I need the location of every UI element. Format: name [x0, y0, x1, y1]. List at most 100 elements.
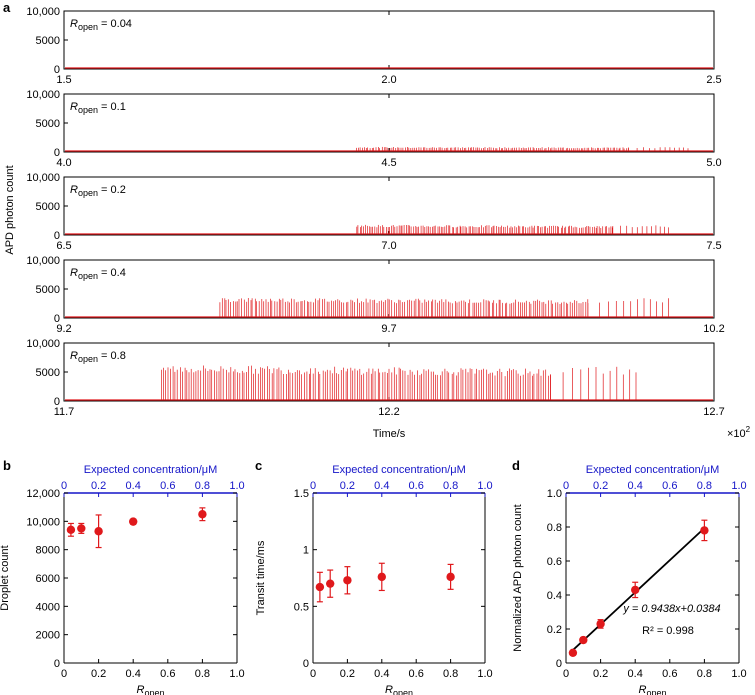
data-point	[343, 576, 352, 585]
trace-frame	[63, 176, 715, 236]
y-tick-label: 10,000	[26, 6, 60, 18]
trace-r-label: Ropen = 0.2	[70, 184, 126, 198]
top-tick-label: 0.8	[195, 480, 210, 492]
data-point	[315, 582, 325, 592]
axis-label-x-ropen: Ropen	[639, 684, 667, 695]
y-tick-label: 0	[54, 230, 60, 242]
x-tick-label: 10.2	[703, 323, 724, 335]
data-point	[94, 527, 103, 536]
x-tick-label: 0.6	[160, 668, 175, 680]
y-tick-label: 0	[303, 658, 309, 670]
axis-label-x-ropen: Ropen	[137, 684, 165, 695]
top-tick-label: 0.6	[662, 480, 677, 492]
x-tick-label: 9.7	[381, 323, 396, 335]
y-tick-label: 1.5	[294, 488, 309, 500]
top-tick-label: 0.2	[593, 480, 608, 492]
panel-c: 0 0.2 0.4 0.6 0.8 1.0 0 0.2 0.4 0.6 0.8 1.0 0 0.5 1 1.5…	[255, 464, 493, 695]
y-tick-label: 10,000	[26, 172, 60, 184]
fit-equation: y = 0.9438x+0.0384	[622, 603, 720, 615]
data-point	[579, 635, 588, 645]
axis-label-top: Expected concentration/μM	[84, 464, 218, 476]
trace-panel: 0 5000 10,000 4.0 4.5 5.0 Ropen = 0.1	[26, 89, 721, 169]
x-tick-label: 0.2	[91, 668, 106, 680]
panel-d: 0 0.2 0.4 0.6 0.8 1.00 0.2 0.4 0.6 0.8 1.000.20.40…	[512, 464, 747, 695]
trace-panel: 0 5000 10,000 11.7 12.2 12.7 Ropen = 0.8	[26, 338, 724, 418]
y-tick-label: 10,000	[26, 338, 60, 350]
y-tick-label: 0	[54, 313, 60, 325]
x-tick-label: 7.0	[381, 240, 396, 252]
y-tick-label: 0.6	[547, 556, 562, 568]
top-tick-label: 0	[61, 480, 67, 492]
x-tick-label: 2.0	[381, 74, 396, 86]
y-tick-label: 5000	[36, 367, 60, 379]
y-tick-label: 10,000	[26, 255, 60, 267]
data-point	[596, 619, 605, 629]
axis-label-top: Expected concentration/μM	[586, 464, 720, 476]
trace-panel: 0 5000 10,000 9.2 9.7 10.2 Ropen = 0.4	[26, 255, 724, 335]
y-tick-label: 0	[54, 658, 60, 670]
top-tick-label: 0.8	[443, 480, 458, 492]
axis-label-x-ropen: Ropen	[385, 684, 413, 695]
x-tick-label: 0.2	[340, 668, 355, 680]
x-tick-label: 12.2	[378, 406, 399, 418]
fit-r-squared: R² = 0.998	[642, 625, 694, 637]
data-point	[446, 572, 455, 582]
x-tick-label: 12.7	[703, 406, 724, 418]
y-tick-label: 0.5	[294, 601, 309, 613]
data-point	[77, 524, 86, 533]
y-tick-label: 0	[556, 658, 562, 670]
data-point	[631, 585, 640, 595]
x-tick-label: 5.0	[706, 157, 721, 169]
top-tick-label: 0.4	[628, 480, 643, 492]
y-tick-label: 0	[54, 147, 60, 159]
data-point	[129, 517, 138, 526]
axis-label-y: Droplet count	[0, 545, 11, 610]
x-tick-label: 0.6	[662, 668, 677, 680]
y-tick-label: 5000	[36, 118, 60, 130]
x-tick-label: 2.5	[706, 74, 721, 86]
top-tick-label: 0.4	[374, 480, 389, 492]
panel-a: 0 5000 10,000 1.5 2.0 2.5 Ropen = 0.04 0 5000 10,…	[4, 6, 751, 440]
top-tick-label: 0.6	[409, 480, 424, 492]
y-tick-label: 5000	[36, 35, 60, 47]
panel-label-c: c	[255, 458, 262, 473]
top-tick-label: 0	[563, 480, 569, 492]
trace-r-label: Ropen = 0.8	[70, 350, 126, 364]
x-tick-label: 0.8	[443, 668, 458, 680]
x-tick-label: 0	[563, 668, 569, 680]
x-tick-label: 1.0	[731, 668, 746, 680]
x-tick-label: 4.5	[381, 157, 396, 169]
x-tick-label: 7.5	[706, 240, 721, 252]
top-tick-label: 0	[310, 480, 316, 492]
axis-label-y: Transit time/ms	[255, 540, 267, 615]
top-tick-label: 1.0	[229, 480, 244, 492]
top-tick-label: 0.4	[126, 480, 141, 492]
trace-panel: 0 5000 10,000 1.5 2.0 2.5 Ropen = 0.04	[26, 6, 721, 86]
x-tick-label: 0.8	[697, 668, 712, 680]
y-tick-label: 8000	[36, 545, 60, 557]
data-point	[66, 525, 76, 535]
x-tick-label: 9.2	[56, 323, 71, 335]
axis-label-x-time: Time/s	[373, 428, 406, 440]
x-tick-label: 0	[61, 668, 67, 680]
panel-label-a: a	[3, 0, 11, 15]
y-tick-label: 10,000	[26, 516, 60, 528]
top-tick-label: 0.2	[91, 480, 106, 492]
top-tick-label: 0.6	[160, 480, 175, 492]
y-tick-label: 6000	[36, 573, 60, 585]
x-tick-label: 1.0	[477, 668, 492, 680]
trace-r-label: Ropen = 0.04	[70, 18, 132, 32]
y-tick-label: 1.0	[547, 488, 562, 500]
x-tick-label: 1.0	[229, 668, 244, 680]
panel-label-d: d	[512, 458, 520, 473]
data-point	[700, 526, 709, 535]
data-point	[377, 572, 386, 582]
y-tick-label: 5000	[36, 201, 60, 213]
x-tick-label: 0.4	[628, 668, 643, 680]
trace-r-label: Ropen = 0.4	[70, 267, 126, 281]
trace-frame	[63, 10, 715, 70]
axis-label-y-apd: APD photon count	[4, 165, 16, 254]
trace-r-label: Ropen = 0.1	[70, 101, 126, 115]
data-point	[568, 648, 578, 657]
